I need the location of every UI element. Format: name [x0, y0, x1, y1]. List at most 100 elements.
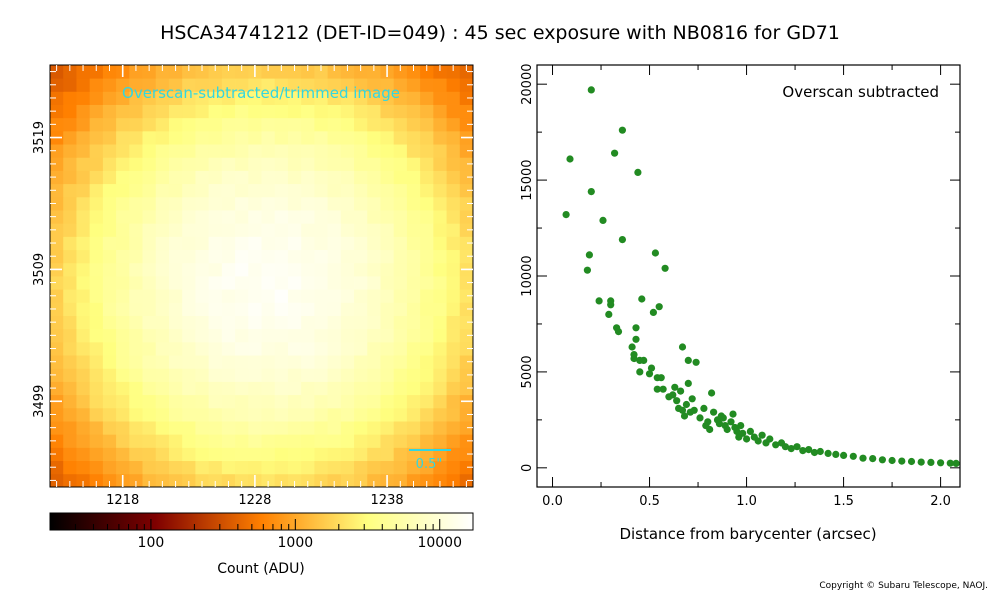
heatmap-pixel [102, 381, 117, 396]
heatmap-pixel [393, 447, 408, 462]
heatmap-pixel [380, 460, 395, 475]
heatmap-pixel [235, 421, 249, 435]
heatmap-pixel [182, 210, 196, 224]
heatmap-pixel [367, 407, 381, 422]
heatmap-pixel [221, 276, 236, 290]
heatmap-pixel [287, 236, 302, 251]
heatmap-pixel [168, 170, 183, 185]
heatmap-pixel [235, 65, 249, 79]
heatmap-pixel [340, 289, 355, 303]
heatmap-pixel [155, 78, 170, 92]
heatmap-pixel [433, 276, 447, 290]
heatmap-pixel [261, 434, 276, 448]
heatmap-pixel [129, 447, 143, 462]
heatmap-pixel [406, 473, 421, 488]
heatmap-pixel [50, 196, 64, 211]
heatmap-pixel [248, 289, 262, 303]
heatmap-pixel [327, 328, 342, 343]
heatmap-pixel [340, 117, 355, 132]
heatmap-pixel [208, 460, 223, 475]
scatter-point [640, 356, 648, 364]
heatmap-pixel [102, 421, 117, 435]
heatmap-pixel [380, 328, 395, 343]
heatmap-pixel [354, 104, 368, 119]
heatmap-pixel [248, 210, 262, 224]
heatmap-pixel [354, 276, 368, 290]
heatmap-pixel [446, 117, 461, 132]
heatmap-pixel [129, 65, 143, 79]
heatmap-pixel [89, 328, 104, 343]
heatmap-pixel [420, 407, 434, 422]
heatmap-pixel [50, 407, 64, 422]
heatmap-pixel [261, 223, 276, 237]
heatmap-pixel [102, 249, 117, 264]
heatmap-pixel [287, 223, 302, 237]
heatmap-pixel [248, 262, 262, 277]
heatmap-pixel [89, 315, 104, 330]
heatmap-pixel [354, 236, 368, 251]
heatmap-pixel [208, 249, 223, 264]
heatmap-pixel [116, 447, 130, 462]
heatmap-pixel [235, 473, 249, 488]
heatmap-pixel [287, 328, 302, 343]
heatmap-pixel [248, 91, 262, 105]
heatmap-pixel [168, 460, 183, 475]
scatter-point [678, 343, 687, 351]
heatmap-pixel [76, 249, 91, 264]
heatmap-pixel [195, 289, 210, 303]
heatmap-pixel [393, 144, 408, 158]
scatter-point [907, 457, 916, 466]
heatmap-label: Overscan-subtracted/trimmed image [122, 84, 400, 102]
heatmap-pixel [301, 78, 315, 92]
heatmap-pixel [76, 421, 91, 435]
scatter-point [766, 435, 774, 443]
heatmap-pixel [340, 302, 355, 316]
heatmap-pixel [433, 434, 447, 448]
heatmap-pixel [367, 276, 381, 290]
heatmap-pixel [340, 262, 355, 277]
heatmap-pixel [261, 473, 276, 488]
heatmap-pixel [301, 104, 315, 119]
heatmap-pixel [182, 249, 196, 264]
heatmap-pixel [221, 341, 236, 356]
heatmap-pixel [208, 473, 223, 488]
heatmap-pixel [168, 91, 183, 105]
heatmap-pixel [235, 355, 249, 369]
heatmap-pixel [208, 170, 223, 185]
heatmap-pixel [446, 262, 461, 277]
heatmap-pixel [195, 262, 210, 277]
heatmap-pixel [142, 302, 157, 316]
heatmap-pixel [433, 315, 447, 330]
heatmap-pixel [168, 210, 183, 224]
heatmap-pixel [367, 315, 381, 330]
heatmap-pixel [261, 341, 276, 356]
heatmap-pixel [235, 210, 249, 224]
heatmap-pixel [433, 223, 447, 237]
heatmap-pixel [89, 302, 104, 316]
heatmap-pixel [89, 368, 104, 382]
heatmap-pixel [89, 473, 104, 488]
heatmap-pixel [433, 328, 447, 343]
scatter-point [700, 404, 708, 412]
heatmap-pixel [129, 91, 143, 105]
heatmap-pixel [182, 117, 196, 132]
heatmap-pixel [380, 341, 395, 356]
heatmap-pixel [208, 65, 223, 79]
heatmap-pixel [248, 315, 262, 330]
heatmap-pixel [301, 355, 315, 369]
heatmap-pixel [129, 157, 143, 171]
heatmap-pixel [301, 368, 315, 382]
heatmap-pixel [406, 328, 421, 343]
heatmap-pixel [367, 223, 381, 237]
heatmap-pixel [63, 157, 77, 171]
heatmap-pixel [221, 407, 236, 422]
heatmap-pixel [301, 249, 315, 264]
scatter-point [898, 457, 906, 465]
colorbar-tick-label: 100 [138, 535, 165, 551]
heatmap-pixel [301, 196, 315, 211]
scatter-point [832, 450, 840, 458]
heatmap-pixel [459, 460, 474, 475]
heatmap-pixel [89, 144, 104, 158]
colorbar-tick-marks [49, 519, 441, 530]
heatmap-pixel [248, 144, 262, 158]
